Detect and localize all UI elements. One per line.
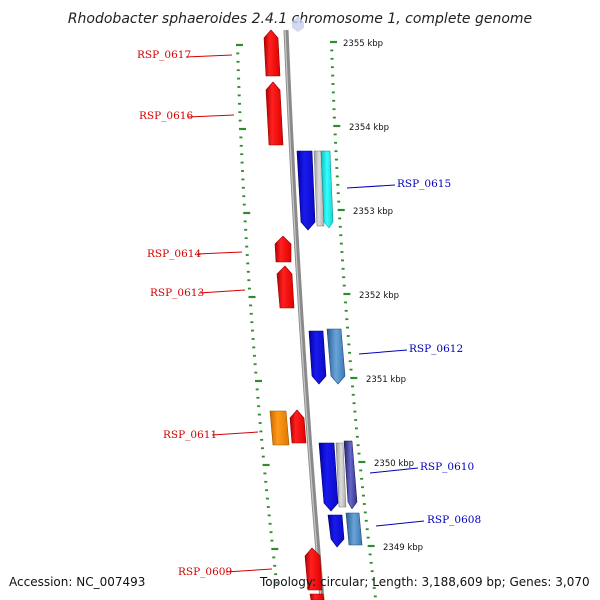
kbp-label: 2354 kbp (349, 123, 389, 133)
leader-line (198, 289, 246, 294)
leader-line (211, 431, 259, 436)
chromosome-backbone (283, 29, 325, 600)
right-tick-column (330, 40, 377, 598)
kbp-label: 2355 kbp (343, 39, 383, 49)
leader-line (185, 54, 233, 58)
left-tick-column (236, 43, 279, 584)
topology-text: Topology: circular; Length: 3,188,609 bp… (259, 575, 590, 589)
kbp-label: 2349 kbp (383, 543, 423, 553)
gene-arrow-rsp-0617[interactable] (263, 29, 281, 77)
gene-label-rsp-0611[interactable]: RSP_0611 (163, 429, 217, 441)
gene-arrow[interactable] (326, 328, 346, 385)
gene-label-rsp-0613[interactable]: RSP_0613 (150, 287, 204, 299)
gene-arrow-rsp-0608[interactable] (327, 514, 345, 548)
leader-line (225, 568, 273, 573)
leader-line (375, 520, 425, 527)
gene-block[interactable] (345, 512, 363, 546)
gene-arrow-left[interactable] (309, 593, 325, 600)
leader-line (196, 251, 243, 255)
kbp-scale: 2355 kbp 2354 kbp 2353 kbp 2352 kbp 2351… (343, 39, 423, 553)
leader-line (369, 467, 419, 474)
leader-line (187, 114, 235, 118)
gene-label-rsp-0617[interactable]: RSP_0617 (137, 49, 191, 61)
kbp-label: 2353 kbp (353, 207, 393, 217)
kbp-label: 2352 kbp (359, 291, 399, 301)
backbone-top-marker (292, 16, 304, 32)
gene-label-rsp-0608[interactable]: RSP_0608 (427, 514, 481, 526)
right-gene-labels: RSP_0615 RSP_0612 RSP_0610 RSP_0608 (346, 178, 481, 527)
gene-label-rsp-0614[interactable]: RSP_0614 (147, 248, 201, 260)
gene-arrow-rsp-0616[interactable] (265, 81, 284, 146)
kbp-label: 2350 kbp (374, 459, 414, 469)
gene-arrow-rsp-0614[interactable] (274, 235, 292, 263)
gene-arrow-rsp-0612[interactable] (308, 330, 327, 385)
kbp-label: 2351 kbp (366, 375, 406, 385)
gene-label-rsp-0616[interactable]: RSP_0616 (139, 110, 193, 122)
gene-arrow-rsp-0609[interactable] (304, 547, 323, 591)
gene-arrow-rsp-0613[interactable] (276, 265, 295, 309)
gene-block[interactable] (335, 442, 347, 508)
right-strand-genes (296, 150, 363, 548)
left-gene-labels: RSP_0617 RSP_0616 RSP_0614 RSP_0613 RSP_… (137, 49, 273, 578)
gene-arrow-left[interactable] (289, 409, 307, 444)
gene-block-rsp-0611[interactable] (269, 410, 290, 446)
gene-block[interactable] (313, 150, 325, 227)
gene-arrow-rsp-0615[interactable] (296, 150, 316, 231)
gene-arrow-rsp-0610[interactable] (318, 442, 339, 512)
gene-label-rsp-0612[interactable]: RSP_0612 (409, 343, 463, 355)
gene-label-rsp-0615[interactable]: RSP_0615 (397, 178, 451, 190)
gene-arrow[interactable] (320, 150, 334, 229)
accession-text: Accession: NC_007493 (9, 575, 145, 589)
left-strand-genes (263, 29, 325, 600)
leader-line (358, 349, 408, 355)
gene-label-rsp-0610[interactable]: RSP_0610 (420, 461, 474, 473)
gene-label-rsp-0609[interactable]: RSP_0609 (178, 566, 232, 578)
gene-arrow[interactable] (343, 440, 358, 510)
leader-line (346, 184, 396, 189)
chromosome-backbone-highlight (284, 29, 322, 600)
